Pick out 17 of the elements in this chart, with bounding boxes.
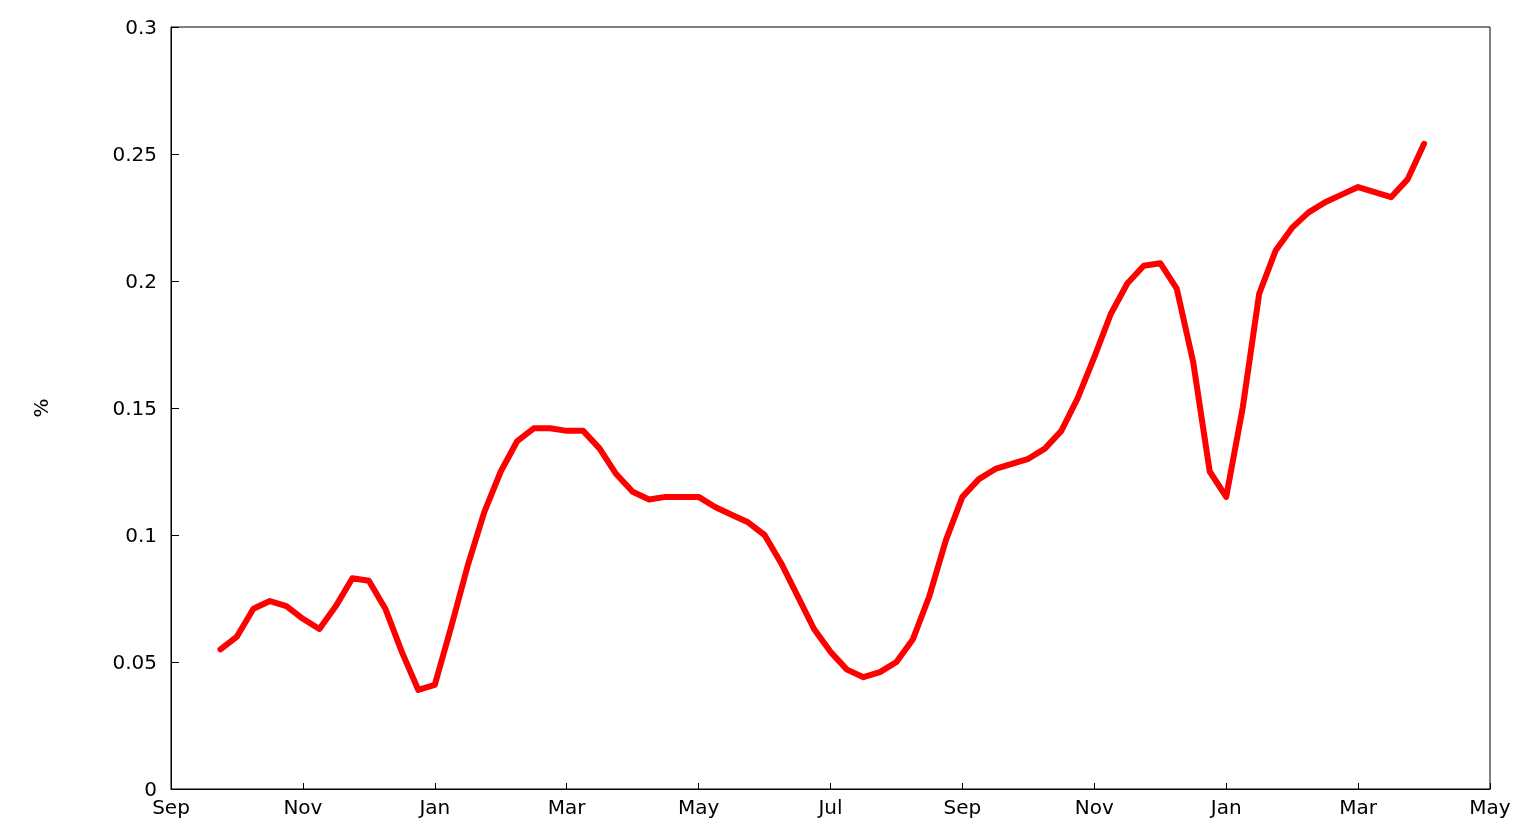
y-tick-label: 0.15 [112,396,157,420]
x-tick-label: May [1469,795,1511,819]
x-tick-label: Mar [1339,795,1378,819]
y-tick-label: 0.25 [112,142,157,166]
x-tick-label: Nov [283,795,323,819]
y-axis-title: % [29,398,53,418]
y-tick-label: 0.3 [125,15,157,39]
y-tick-label: 0.1 [125,523,157,547]
x-tick-label: Jan [417,795,451,819]
x-tick-label: Sep [943,795,982,819]
x-tick-label: Jan [1208,795,1242,819]
y-tick-label: 0.2 [125,269,157,293]
y-tick-label: 0.05 [112,650,157,674]
x-tick-label: May [677,795,720,819]
x-tick-label: Jul [816,795,843,819]
x-tick-label: Nov [1074,795,1114,819]
x-tick-label: Mar [547,795,587,819]
